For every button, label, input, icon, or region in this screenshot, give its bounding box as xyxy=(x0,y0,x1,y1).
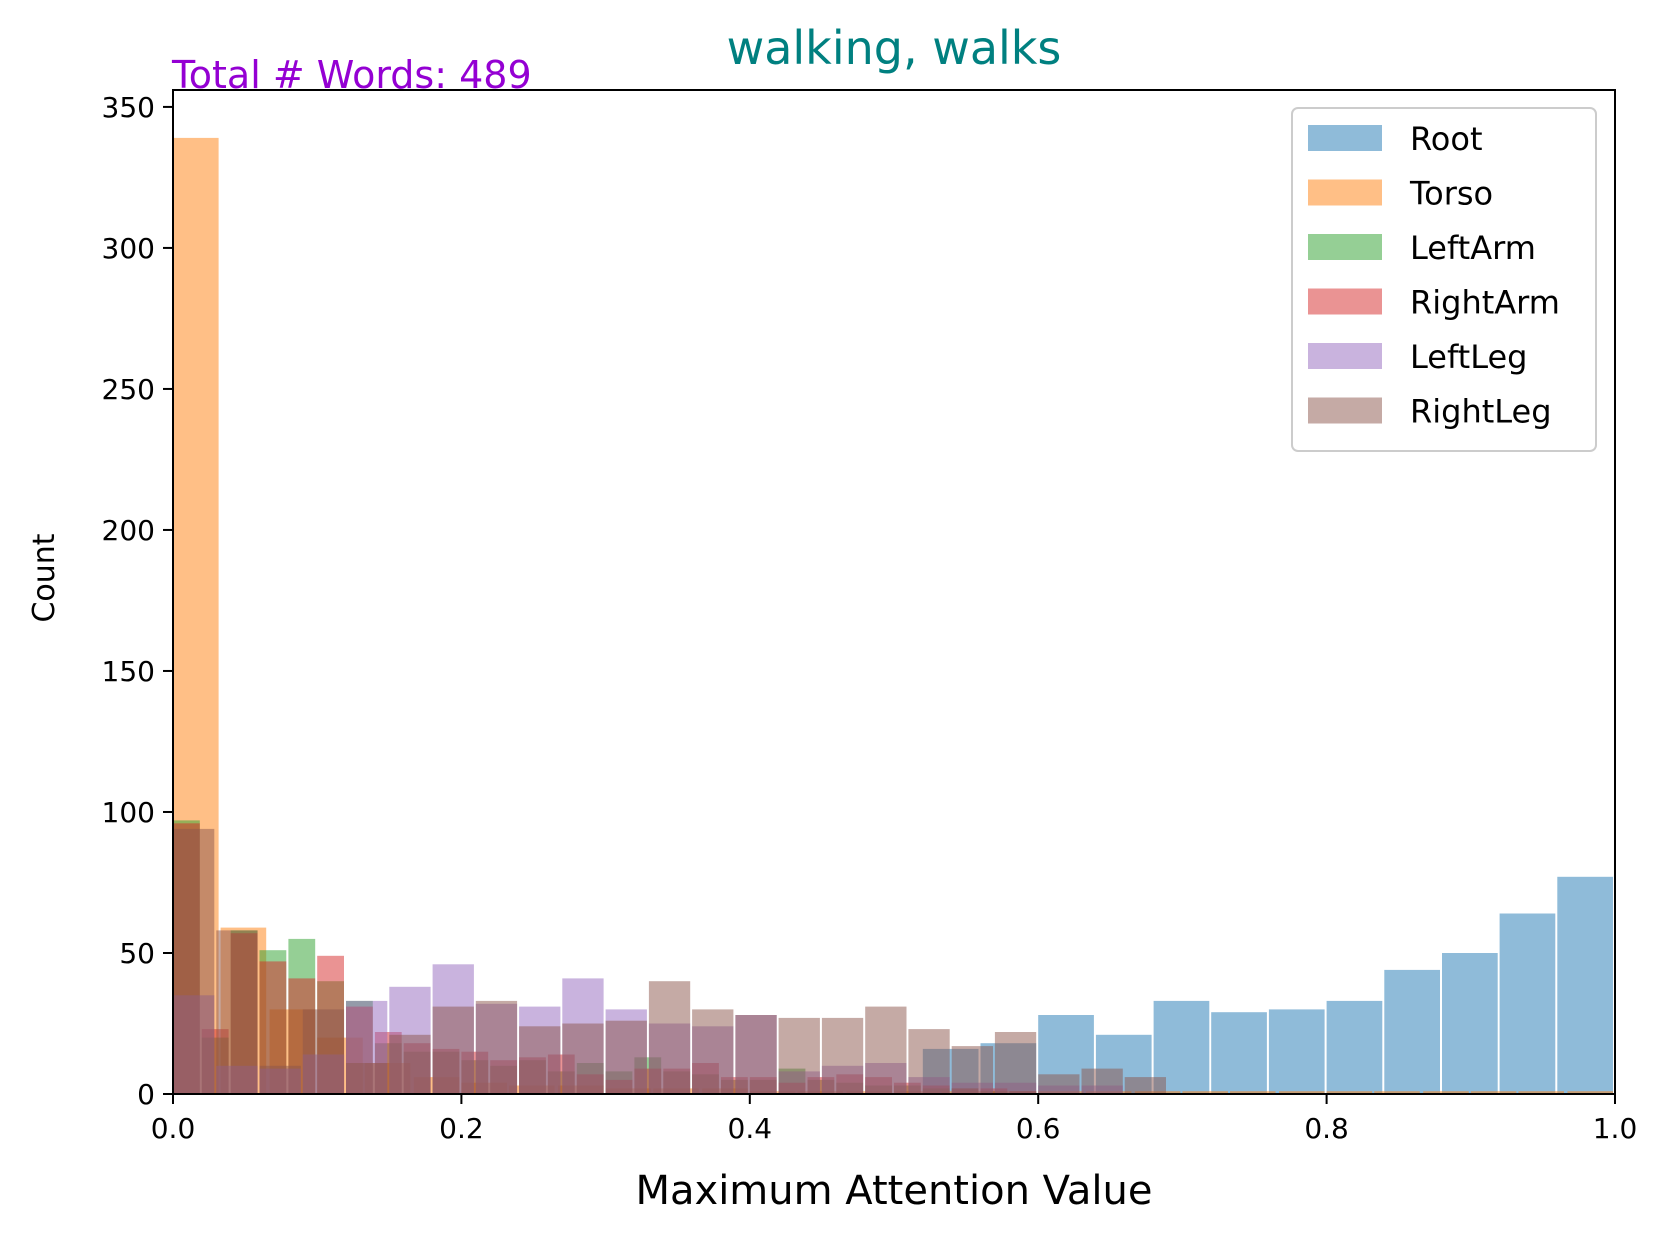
bar-torso xyxy=(1182,1091,1228,1094)
legend-swatch-leftleg xyxy=(1308,343,1382,369)
y-tick-label: 250 xyxy=(102,373,155,406)
bar-rightarm xyxy=(894,1082,921,1094)
bar-rightleg xyxy=(432,1006,474,1094)
bar-root xyxy=(1211,1012,1267,1094)
bar-torso xyxy=(1567,1091,1613,1094)
bar-rightleg xyxy=(173,828,215,1094)
bar-rightleg xyxy=(1081,1068,1123,1094)
bar-torso xyxy=(1470,1091,1517,1094)
x-tick-label: 0.8 xyxy=(1304,1112,1349,1145)
bar-rightleg xyxy=(475,1000,518,1094)
x-tick-label: 0.2 xyxy=(439,1112,484,1145)
bar-rightleg xyxy=(605,1020,647,1094)
bar-rightleg xyxy=(994,1032,1037,1094)
legend-swatch-rightleg xyxy=(1308,397,1382,424)
y-tick-label: 350 xyxy=(102,91,155,124)
y-tick-label: 100 xyxy=(102,796,155,829)
bar-rightleg xyxy=(648,981,691,1094)
x-tick-label: 0.4 xyxy=(728,1112,773,1145)
legend: Root Torso LeftArm RightArm LeftLeg RightLeg xyxy=(1291,107,1597,452)
bar-root xyxy=(1557,876,1613,1094)
legend-swatch-leftarm xyxy=(1308,234,1382,260)
y-tick-label: 150 xyxy=(102,655,155,688)
bar-root xyxy=(1442,953,1498,1094)
bar-rightleg xyxy=(778,1017,820,1094)
bar-torso xyxy=(1326,1091,1373,1094)
x-tick-label: 0.6 xyxy=(1016,1112,1061,1145)
y-tick-label: 50 xyxy=(119,937,155,970)
bar-root xyxy=(1268,1009,1325,1094)
bar-rightleg xyxy=(1038,1074,1080,1094)
bar-torso xyxy=(1518,1091,1564,1094)
bar-rightleg xyxy=(865,1006,907,1094)
bar-torso xyxy=(1423,1091,1469,1094)
legend-swatch-rightarm xyxy=(1308,288,1382,315)
bar-rightleg xyxy=(259,1065,301,1094)
bar-rightleg xyxy=(216,930,258,1094)
bar-rightleg xyxy=(562,1023,604,1094)
bar-rightleg xyxy=(302,1009,345,1094)
y-axis: 0 50 100 150 200 250 300 350 xyxy=(102,91,173,1111)
legend-swatch-torso xyxy=(1308,179,1382,206)
bar-rightleg xyxy=(735,1015,777,1094)
bar-rightleg xyxy=(951,1046,993,1094)
y-tick-label: 0 xyxy=(137,1078,155,1111)
bar-rightleg xyxy=(346,1063,388,1094)
plot-frame xyxy=(172,89,1616,1095)
legend-label-rightleg: RightLeg xyxy=(1410,393,1552,431)
bar-rightarm xyxy=(980,1088,1008,1094)
legend-label-torso: Torso xyxy=(1409,175,1493,213)
total-words-annotation: Total # Words: 489 xyxy=(171,53,532,97)
legend-label-leftleg: LeftLeg xyxy=(1410,338,1527,376)
bar-rightleg xyxy=(389,1034,431,1094)
bar-rightleg xyxy=(1124,1077,1166,1094)
bar-rightleg xyxy=(692,1009,734,1094)
bar-torso xyxy=(1374,1091,1420,1094)
x-axis: 0.0 0.2 0.4 0.6 0.8 1.0 xyxy=(151,1094,1638,1145)
legend-label-rightarm: RightArm xyxy=(1410,284,1560,322)
bars-layer xyxy=(173,137,1613,1094)
bar-torso xyxy=(1279,1091,1325,1094)
legend-swatch-root xyxy=(1308,125,1382,151)
bar-rightleg xyxy=(908,1029,950,1094)
bar-rightleg xyxy=(821,1017,864,1094)
x-tick-label: 0.0 xyxy=(151,1112,196,1145)
chart-title: walking, walks xyxy=(727,21,1062,75)
y-axis-label: Count xyxy=(27,533,62,622)
bar-root xyxy=(1384,969,1440,1094)
y-tick-label: 200 xyxy=(102,514,155,547)
y-tick-label: 300 xyxy=(102,232,155,265)
legend-label-root: Root xyxy=(1410,120,1483,158)
legend-label-leftarm: LeftArm xyxy=(1410,229,1536,267)
bar-rightleg xyxy=(519,1026,561,1094)
bar-root xyxy=(1326,1000,1383,1094)
series-rightleg xyxy=(173,828,1166,1094)
x-tick-label: 1.0 xyxy=(1593,1112,1638,1145)
bar-torso xyxy=(1230,1091,1276,1094)
x-axis-label: Maximum Attention Value xyxy=(636,1168,1153,1214)
bar-root xyxy=(1499,913,1556,1094)
